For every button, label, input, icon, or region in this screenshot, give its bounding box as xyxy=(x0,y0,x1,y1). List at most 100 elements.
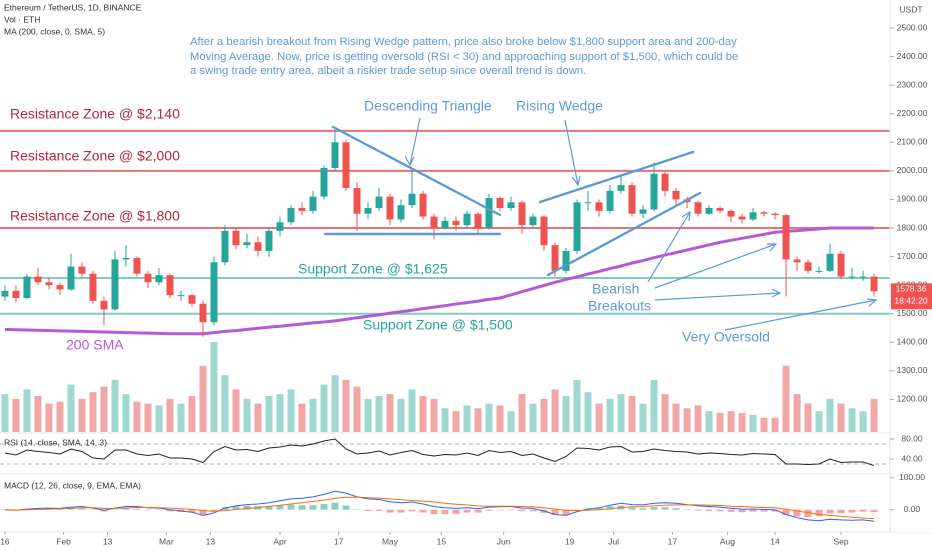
macd-histogram-bar xyxy=(562,509,570,515)
macd-histogram-bar xyxy=(474,509,482,513)
level-label: Resistance Zone @ $1,800 xyxy=(10,208,180,224)
candle-body xyxy=(408,193,416,206)
candle-body xyxy=(760,212,768,214)
volume-bar xyxy=(628,396,636,432)
macd-histogram-bar xyxy=(78,508,86,510)
macd-histogram-bar xyxy=(199,509,207,515)
candle-body xyxy=(386,196,394,220)
volume-bar xyxy=(188,396,196,432)
macd-histogram-bar xyxy=(111,509,119,510)
volume-bar xyxy=(34,396,42,432)
volume-bar xyxy=(320,384,328,432)
candle-body xyxy=(529,216,537,226)
candle-body xyxy=(485,198,493,228)
volume-bar xyxy=(1,394,9,432)
candle-body xyxy=(551,245,559,271)
macd-histogram-bar xyxy=(518,509,526,512)
volume-bar xyxy=(133,401,141,432)
macd-histogram-bar xyxy=(793,509,801,517)
candle-body xyxy=(23,276,31,298)
volume-bar xyxy=(518,394,526,432)
candle-body xyxy=(628,185,636,214)
macd-histogram-bar xyxy=(188,509,196,513)
volume-bar xyxy=(23,389,31,432)
candle-body xyxy=(122,258,130,260)
x-tick-label: Jul xyxy=(608,536,619,546)
candle-body xyxy=(254,242,262,251)
macd-histogram-bar xyxy=(782,509,790,516)
x-tick-label: 19 xyxy=(565,536,575,546)
volume-bar xyxy=(573,379,581,432)
y-tick-label: 2000.00 xyxy=(897,165,928,175)
candle-body xyxy=(474,213,482,228)
volume-bar xyxy=(738,413,746,432)
candle-body xyxy=(210,262,218,323)
countdown-label: 18:42:20 xyxy=(894,296,927,306)
volume-bar xyxy=(771,417,779,432)
level-label: Resistance Zone @ $2,140 xyxy=(10,106,180,122)
macd-histogram-bar xyxy=(1,509,9,511)
volume-bar xyxy=(309,398,317,432)
volume-bar xyxy=(793,394,801,432)
macd-histogram-bar xyxy=(870,509,878,513)
macd-histogram-bar xyxy=(529,509,537,512)
volume-bar xyxy=(144,403,152,432)
candle-body xyxy=(188,295,196,304)
macd-histogram-bar xyxy=(353,509,361,510)
volume-bar xyxy=(804,403,812,432)
arrow xyxy=(654,288,782,301)
triangle-top-line xyxy=(331,125,502,217)
volume-bar xyxy=(254,403,262,432)
x-tick-label: 13 xyxy=(103,536,113,546)
candle-body xyxy=(661,173,669,191)
candle-body xyxy=(496,198,504,208)
macd-histogram-bar xyxy=(243,505,251,510)
macd-histogram-bar xyxy=(672,508,680,510)
macd-histogram-bar xyxy=(716,509,724,512)
candle-body xyxy=(243,242,251,246)
volume-bar xyxy=(265,396,273,432)
macd-histogram-bar xyxy=(760,509,768,512)
candle-body xyxy=(573,202,581,251)
candle-body xyxy=(672,190,680,200)
macd-histogram-bar xyxy=(342,505,350,510)
volume-bar xyxy=(232,389,240,432)
ma-legend: MA (200, close, 0, SMA, 5) xyxy=(4,26,105,36)
candle-body xyxy=(89,273,97,301)
macd-histogram-bar xyxy=(683,509,691,510)
macd-histogram-bar xyxy=(166,509,174,512)
volume-bar xyxy=(441,408,449,432)
volume-bar xyxy=(815,411,823,432)
y-tick-label: 40.00 xyxy=(901,453,923,463)
annotation: Breakouts xyxy=(588,298,651,314)
macd-histogram-bar xyxy=(815,509,823,517)
note-line: After a bearish breakout from Rising Wed… xyxy=(190,36,737,48)
macd-histogram-bar xyxy=(287,504,295,510)
x-tick-label: 14 xyxy=(770,536,780,546)
macd-histogram-bar xyxy=(804,509,812,518)
macd-histogram-bar xyxy=(309,505,317,510)
y-tick-label: 0.00 xyxy=(904,504,921,514)
candle-body xyxy=(507,202,515,208)
volume-bar xyxy=(221,375,229,432)
candle-body xyxy=(67,266,75,290)
candle-body xyxy=(804,262,812,271)
candle-body xyxy=(375,196,383,208)
candle-body xyxy=(331,142,339,168)
y-tick-label: 2100.00 xyxy=(897,137,928,147)
volume-bar xyxy=(342,379,350,432)
candle-body xyxy=(694,202,702,214)
candle-body xyxy=(1,290,9,297)
last-price-box xyxy=(891,283,932,310)
macd-histogram-bar xyxy=(650,507,658,510)
candle-body xyxy=(309,196,317,211)
candle-body xyxy=(353,188,361,214)
volume-bar xyxy=(650,379,658,432)
volume-bar xyxy=(419,396,427,432)
volume-bar xyxy=(606,398,614,432)
macd-histogram-bar xyxy=(859,509,867,512)
volume-bar xyxy=(485,403,493,432)
signal-line xyxy=(4,496,875,520)
x-tick-label: 15 xyxy=(437,536,447,546)
